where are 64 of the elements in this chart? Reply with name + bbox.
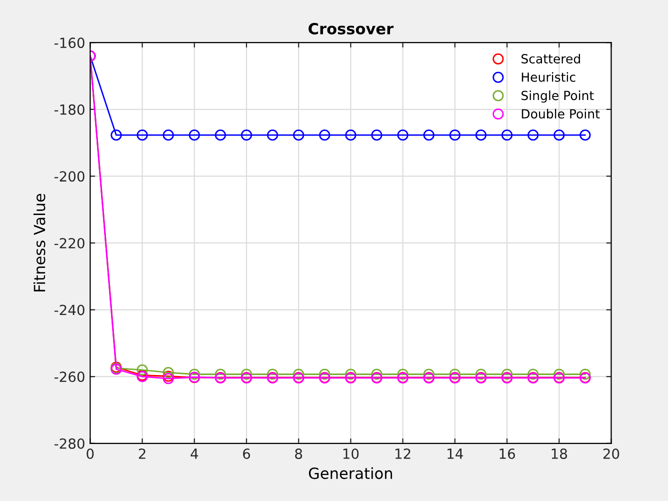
point xyxy=(162,130,174,141)
point xyxy=(528,130,539,141)
point xyxy=(528,368,539,380)
point xyxy=(266,130,278,141)
legend-label: Heuristic xyxy=(522,72,576,82)
legend-label: Single Point xyxy=(522,90,594,103)
point xyxy=(580,368,591,380)
x-tick-label: 20 xyxy=(603,448,620,459)
x-tick-label: 4 xyxy=(190,448,198,459)
x-tick-label: 18 xyxy=(552,448,567,459)
point xyxy=(423,130,434,141)
point xyxy=(501,368,513,380)
point xyxy=(188,368,200,380)
x-tick-label: 0 xyxy=(86,448,94,459)
point xyxy=(449,130,460,141)
point xyxy=(110,130,122,141)
point xyxy=(162,373,174,384)
point xyxy=(188,130,200,141)
point xyxy=(293,368,304,380)
x-tick-label: 12 xyxy=(395,448,410,459)
y-tick-label: -160 xyxy=(54,38,84,48)
point xyxy=(214,368,226,380)
y-tick-label: -200 xyxy=(54,171,84,182)
point xyxy=(319,368,330,380)
x-axis-title: Generation xyxy=(308,467,392,480)
point xyxy=(554,368,565,380)
point xyxy=(397,130,408,141)
point xyxy=(266,368,278,380)
x-tick-label: 2 xyxy=(138,448,146,459)
y-tick-label: -280 xyxy=(54,438,84,449)
point xyxy=(136,364,148,376)
point xyxy=(136,130,148,141)
point xyxy=(293,130,304,141)
y-axis-title: Fitness Value xyxy=(33,194,46,292)
x-tick-label: 6 xyxy=(243,448,250,459)
point xyxy=(319,130,330,141)
x-tick-label: 16 xyxy=(500,448,515,459)
point xyxy=(371,368,382,380)
y-tick-label: -180 xyxy=(54,104,84,115)
point xyxy=(162,367,174,378)
point xyxy=(162,370,174,382)
point xyxy=(475,368,487,380)
point xyxy=(345,130,356,141)
point xyxy=(397,368,408,380)
point xyxy=(423,368,434,380)
point xyxy=(240,368,252,380)
y-tick-label: -260 xyxy=(54,372,84,382)
point xyxy=(214,130,226,141)
legend-label: Double Point xyxy=(522,108,600,119)
x-tick-label: 14 xyxy=(448,448,463,459)
x-tick-label: 8 xyxy=(295,448,302,459)
point xyxy=(580,130,591,141)
y-tick-label: -220 xyxy=(54,238,84,248)
point xyxy=(449,368,460,380)
y-tick-label: -240 xyxy=(54,304,84,316)
point xyxy=(240,130,252,141)
chart-title: Crossover xyxy=(308,22,394,34)
point xyxy=(475,130,487,141)
x-tick-label: 10 xyxy=(343,448,359,459)
point xyxy=(345,368,356,380)
point xyxy=(501,130,513,141)
legend-label: Scattered xyxy=(522,54,580,64)
point xyxy=(371,130,382,141)
point xyxy=(554,130,565,141)
